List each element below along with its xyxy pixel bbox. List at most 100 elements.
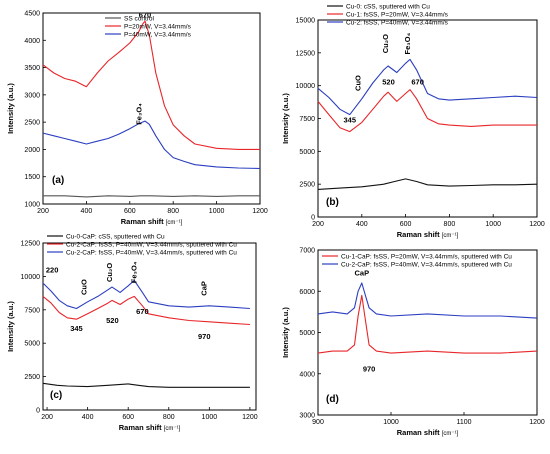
panel-label: (b) xyxy=(326,197,339,208)
peak-annotation: 670 xyxy=(411,77,424,86)
peak-annotation: Fe₃O₄ xyxy=(403,32,412,54)
x-axis-unit: [cm⁻¹] xyxy=(164,426,181,432)
x-tick-label: 200 xyxy=(41,414,53,421)
legend: Cu-1-CaP: fsSS, P=20mW, V=3.44mm/s, sput… xyxy=(322,253,512,268)
series-line-3 xyxy=(42,279,250,310)
peak-annotation: 970 xyxy=(198,332,211,341)
peak-annotation: Cu₂O xyxy=(381,34,390,53)
y-tick-label: 7500 xyxy=(24,307,40,314)
chart-panel-2: 200 400 600 800 1000 1200 0 2500 5000 7500 10000 12… xyxy=(281,3,545,239)
y-axis-label: Intensity (a.u.) xyxy=(281,93,290,144)
chart-panel-3: 200 400 600 800 1000 1200 0 2500 5000 7500 10000 12… xyxy=(6,233,258,432)
x-tick-label: 600 xyxy=(122,414,134,421)
x-tick-label: 800 xyxy=(167,208,179,215)
series-line-2 xyxy=(317,282,538,319)
legend-entry: Cu-1: fsSS, P=20mW, V=3.44mm/s xyxy=(346,11,449,18)
legend-entry: Cu-2-CaP: fsSS, P=40mW, V=3.44mm/s, sput… xyxy=(66,249,237,256)
x-tick-label: 600 xyxy=(124,208,136,215)
plot-frame xyxy=(42,12,261,205)
chart-panel-4: 900 1000 1100 1200 3000 4000 5000 6000 7000 Raman… xyxy=(281,248,545,438)
x-axis-label: Raman shift [cm⁻¹] xyxy=(119,423,181,432)
y-tick-label: 10000 xyxy=(296,83,316,90)
y-tick-label: 4000 xyxy=(299,371,315,378)
legend-entry: Cu-2-CaP: fsSS, P=40mW, V=3.44mm/s, sput… xyxy=(66,241,237,248)
x-tick-label: 1000 xyxy=(209,208,225,215)
series-line-1 xyxy=(42,382,250,388)
series-line-1 xyxy=(317,178,538,190)
peak-annotation: 670 xyxy=(136,307,149,316)
y-axis-label: Intensity (a.u.) xyxy=(6,83,15,134)
chart-panel-1: 200 400 600 800 1000 1200 1000 1500 2000 2500 3000… xyxy=(6,10,268,226)
x-tick-label: 1200 xyxy=(529,419,545,426)
y-tick-label: 10000 xyxy=(21,274,41,281)
y-tick-label: 3500 xyxy=(24,65,40,72)
legend-entry: Cu-0-CaP: cSS, sputtered with Cu xyxy=(66,233,165,240)
series-line-3 xyxy=(317,58,538,116)
y-tick-label: 12500 xyxy=(296,50,316,57)
y-tick-label: 6000 xyxy=(299,289,315,296)
x-tick-label: 200 xyxy=(312,221,324,228)
panel-label: (a) xyxy=(52,175,64,186)
legend-entry: Cu-2: fsSS, P=40mW, V=3.44mm/s xyxy=(346,19,449,26)
y-tick-label: 0 xyxy=(311,215,315,222)
x-axis-unit: [cm⁻¹] xyxy=(442,233,459,239)
y-tick-label: 3000 xyxy=(299,413,315,420)
series-line-2 xyxy=(42,20,260,150)
peak-annotation: Fe₃O₄ xyxy=(129,261,138,283)
peak-annotation: CaP xyxy=(355,269,370,278)
legend-entry: Cu-0: cSS, sputtered with Cu xyxy=(346,3,430,10)
series-line-1 xyxy=(317,294,538,354)
x-tick-label: 400 xyxy=(81,208,93,215)
peak-annotation: 345 xyxy=(343,115,356,124)
peak-annotation: 520 xyxy=(382,77,395,86)
x-tick-label: 1000 xyxy=(202,414,218,421)
peak-annotation: CuO xyxy=(354,75,363,91)
x-axis-unit: [cm⁻¹] xyxy=(442,431,459,437)
y-axis-label: Intensity (a.u.) xyxy=(281,307,290,358)
x-tick-label: 1200 xyxy=(252,208,268,215)
legend-entry: Cu-1-CaP: fsSS, P=20mW, V=3.44mm/s, sput… xyxy=(341,253,512,260)
y-tick-label: 3000 xyxy=(24,92,40,99)
y-tick-label: 5000 xyxy=(299,330,315,337)
y-tick-label: 2500 xyxy=(24,374,40,381)
y-tick-label: 2500 xyxy=(299,182,315,189)
x-tick-label: 400 xyxy=(356,221,368,228)
x-axis-label: Raman shift [cm⁻¹] xyxy=(397,230,459,239)
x-tick-label: 900 xyxy=(312,419,324,426)
peak-annotation: 520 xyxy=(106,316,119,325)
y-tick-label: 0 xyxy=(36,408,40,415)
x-tick-label: 400 xyxy=(82,414,94,421)
legend-entry: SS control xyxy=(124,15,155,22)
panel-label: (d) xyxy=(326,394,339,405)
legend-entry: Cu-2-CaP: fsSS, P=40mW, V=3.44mm/s, sput… xyxy=(341,261,512,268)
plot-frame xyxy=(42,242,257,411)
peak-annotation: CaP xyxy=(199,281,208,296)
x-tick-label: 800 xyxy=(444,221,456,228)
peak-annotation: 670 xyxy=(139,10,152,19)
series-line-2 xyxy=(42,295,250,326)
peak-annotation: Cu₂O xyxy=(105,263,114,282)
peak-annotation: CuO xyxy=(80,279,89,295)
y-tick-label: 5000 xyxy=(24,341,40,348)
x-axis-label: Raman shift [cm⁻¹] xyxy=(121,217,183,226)
plot-frame xyxy=(317,249,538,416)
x-tick-label: 1100 xyxy=(456,419,471,426)
y-tick-label: 2000 xyxy=(24,147,40,154)
x-tick-label: 600 xyxy=(400,221,412,228)
y-tick-label: 1000 xyxy=(24,202,40,209)
series-line-1 xyxy=(43,195,260,198)
y-tick-label: 2500 xyxy=(24,120,40,127)
x-tick-label: 1200 xyxy=(242,414,258,421)
y-tick-label: 7500 xyxy=(299,116,315,123)
y-axis-label: Intensity (a.u.) xyxy=(6,301,15,352)
y-tick-label: 1500 xyxy=(24,174,40,181)
y-tick-label: 15000 xyxy=(296,18,316,25)
series-line-3 xyxy=(42,120,261,170)
panel-label: (c) xyxy=(50,390,62,401)
peak-annotation: Fe₃O₄ xyxy=(135,103,144,125)
x-axis-label: Raman shift [cm⁻¹] xyxy=(397,428,459,437)
x-tick-label: 800 xyxy=(163,414,175,421)
